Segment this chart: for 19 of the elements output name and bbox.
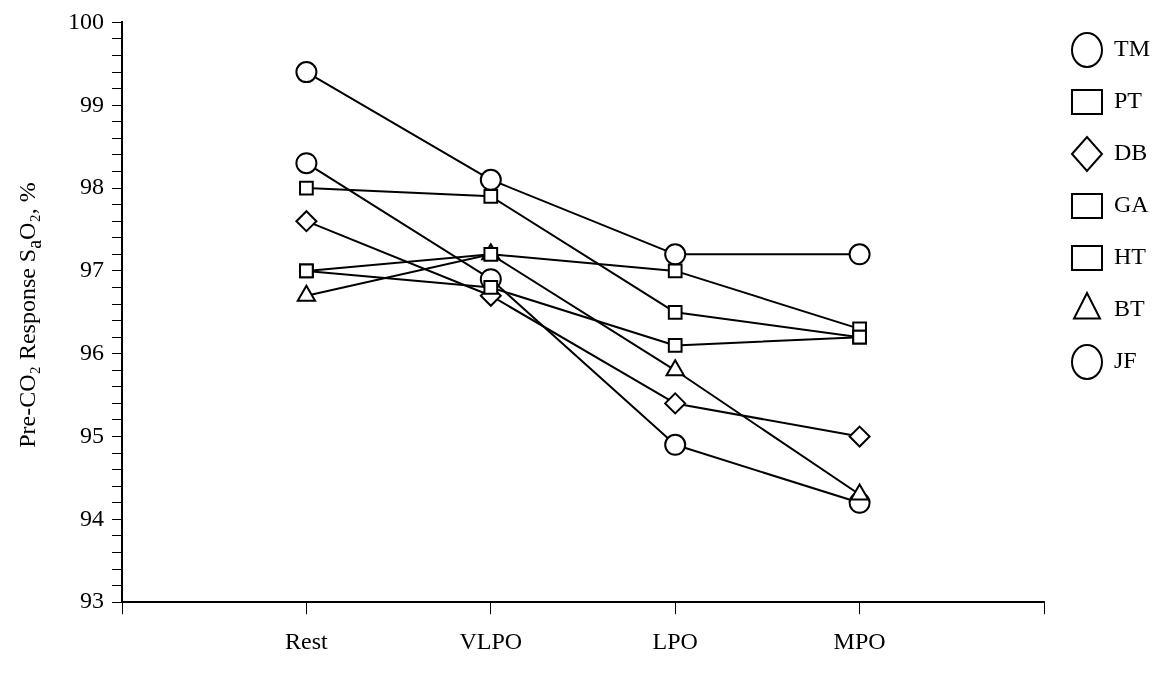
x-tick-label: VLPO [459,627,523,654]
legend-label: GA [1114,191,1150,218]
legend-label: TM [1114,35,1150,62]
y-tick-label: 100 [68,7,104,34]
y-tick-label: 96 [80,339,104,366]
y-tick-label: 99 [80,90,104,117]
y-tick-label: 94 [80,504,104,531]
x-tick-label: LPO [652,627,698,654]
legend-label: PT [1114,87,1143,114]
y-tick-label: 98 [80,173,104,200]
legend-label: JF [1114,347,1137,374]
y-tick-label: 95 [80,421,104,448]
y-tick-label: 93 [80,587,104,614]
y-tick-label: 97 [80,256,104,283]
x-tick-label: MPO [833,627,886,654]
x-tick-label: Rest [285,627,329,654]
legend-label: DB [1114,139,1148,166]
legend-label: HT [1114,243,1147,270]
legend-label: BT [1114,295,1146,322]
